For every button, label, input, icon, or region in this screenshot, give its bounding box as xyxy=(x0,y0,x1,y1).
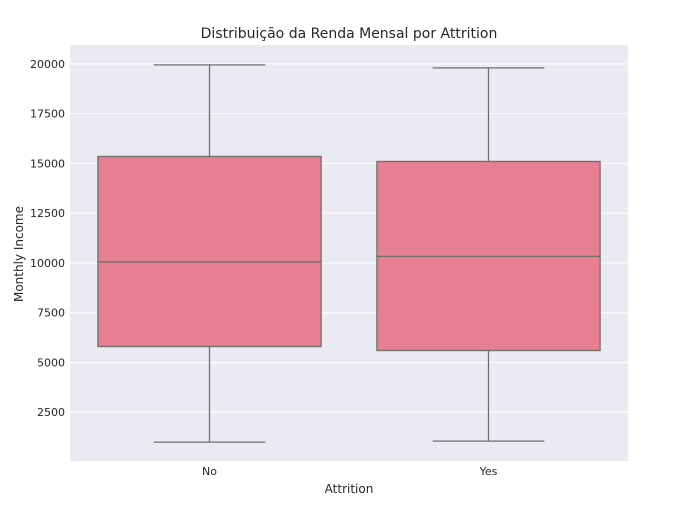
box-yes xyxy=(376,67,601,442)
y-tick-10000: 10000 xyxy=(30,257,65,270)
box-no xyxy=(97,64,322,443)
y-tick-labels: 2500 5000 7500 10000 12500 15000 17500 20000 xyxy=(30,58,65,419)
iqr-box-no xyxy=(97,155,322,348)
y-tick-17500: 17500 xyxy=(30,108,65,121)
x-tick-yes: Yes xyxy=(479,465,498,478)
y-tick-15000: 15000 xyxy=(30,157,65,170)
x-tick-no: No xyxy=(202,465,217,478)
x-axis-label: Attrition xyxy=(325,482,374,496)
y-tick-12500: 12500 xyxy=(30,207,65,220)
chart-title: Distribuição da Renda Mensal por Attriti… xyxy=(201,26,498,42)
y-axis-label: Monthly Income xyxy=(12,206,26,302)
y-tick-5000: 5000 xyxy=(37,356,65,369)
y-tick-2500: 2500 xyxy=(37,406,65,419)
x-tick-labels: No Yes xyxy=(202,465,498,478)
y-tick-20000: 20000 xyxy=(30,58,65,71)
boxes-group xyxy=(97,64,601,443)
y-tick-7500: 7500 xyxy=(37,307,65,320)
